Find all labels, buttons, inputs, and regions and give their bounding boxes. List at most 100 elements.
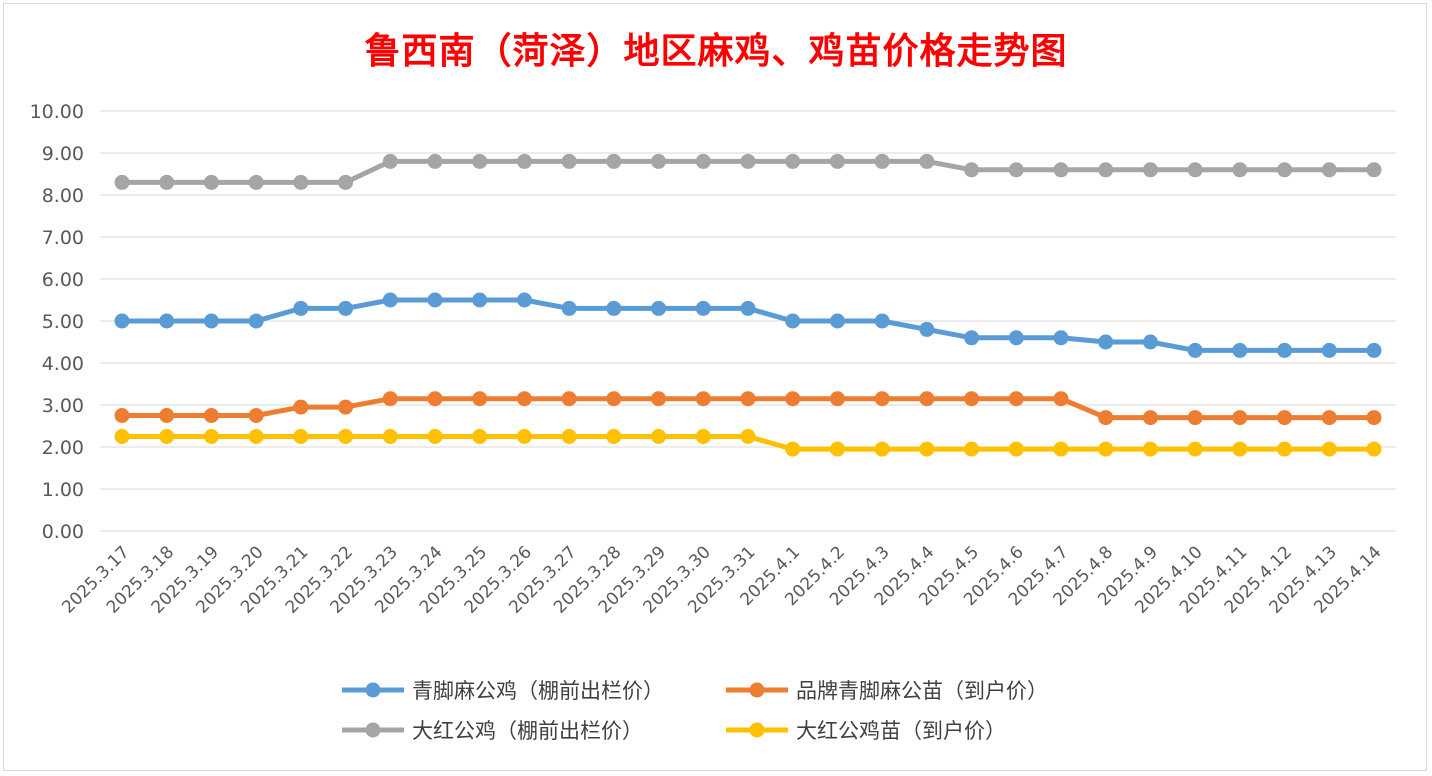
data-point — [829, 391, 845, 407]
data-point — [651, 429, 667, 444]
data-point — [1008, 162, 1024, 178]
data-point — [1187, 342, 1203, 358]
data-point — [1142, 334, 1158, 350]
data-point — [1142, 441, 1158, 457]
data-point — [472, 292, 488, 308]
data-point — [651, 391, 667, 407]
data-point — [159, 174, 175, 190]
data-point — [1366, 410, 1382, 426]
gridlines — [100, 110, 1396, 532]
data-point — [695, 429, 711, 444]
data-point — [1098, 410, 1114, 426]
data-point — [382, 292, 398, 308]
data-point — [1008, 441, 1024, 457]
data-point — [1321, 410, 1337, 426]
data-point — [114, 429, 130, 444]
data-point — [606, 300, 622, 316]
data-point — [338, 429, 354, 444]
legend-swatch-marker — [365, 722, 381, 738]
data-point — [919, 153, 935, 169]
data-point — [561, 391, 577, 407]
data-point — [159, 429, 175, 444]
data-point — [1321, 342, 1337, 358]
data-point — [829, 441, 845, 457]
series-4 — [114, 429, 1382, 457]
data-point — [203, 429, 219, 444]
data-point — [1187, 410, 1203, 426]
plot-area — [114, 153, 1382, 457]
data-point — [1098, 334, 1114, 350]
data-point — [472, 391, 488, 407]
data-point — [427, 153, 443, 169]
data-point — [1008, 330, 1024, 346]
data-point — [785, 441, 801, 457]
data-point — [248, 174, 264, 190]
y-tick-label: 7.00 — [42, 227, 84, 249]
y-tick-label: 6.00 — [42, 269, 84, 291]
data-point — [293, 399, 309, 415]
data-point — [114, 174, 130, 190]
data-point — [785, 391, 801, 407]
data-point — [1232, 342, 1248, 358]
data-point — [516, 292, 532, 308]
data-point — [919, 441, 935, 457]
data-point — [338, 174, 354, 190]
data-point — [1321, 162, 1337, 178]
data-point — [293, 300, 309, 316]
data-point — [785, 153, 801, 169]
data-point — [1098, 441, 1114, 457]
data-point — [1187, 441, 1203, 457]
data-point — [516, 153, 532, 169]
data-point — [919, 321, 935, 337]
data-point — [1098, 162, 1114, 178]
y-tick-label: 10.00 — [30, 101, 84, 123]
data-point — [159, 408, 175, 423]
data-point — [1142, 162, 1158, 178]
data-point — [829, 313, 845, 329]
data-point — [427, 429, 443, 444]
y-tick-label: 4.00 — [42, 353, 84, 375]
y-tick-label: 8.00 — [42, 185, 84, 207]
data-point — [964, 330, 980, 346]
data-point — [606, 429, 622, 444]
data-point — [695, 300, 711, 316]
legend-swatch-marker — [365, 682, 381, 698]
data-point — [382, 391, 398, 407]
y-axis: 0.00 1.00 2.00 3.00 4.00 5.00 6.00 7.00 8.00 9.00… — [30, 101, 84, 543]
data-point — [1277, 441, 1293, 457]
data-point — [874, 441, 890, 457]
series-1 — [114, 292, 1382, 358]
data-point — [248, 408, 264, 423]
chart-title: 鲁西南（菏泽）地区麻鸡、鸡苗价格走势图 — [364, 30, 1068, 72]
data-point — [1232, 441, 1248, 457]
series-2 — [114, 391, 1382, 426]
data-point — [651, 153, 667, 169]
y-tick-label: 0.00 — [42, 521, 84, 543]
data-point — [1277, 162, 1293, 178]
data-point — [874, 391, 890, 407]
legend-swatch-marker — [749, 722, 765, 738]
legend-item: 大红公鸡苗（到户价） — [726, 719, 1006, 743]
data-point — [1232, 410, 1248, 426]
data-point — [561, 429, 577, 444]
y-tick-label: 5.00 — [42, 311, 84, 333]
data-point — [606, 391, 622, 407]
data-point — [1053, 391, 1069, 407]
data-point — [1187, 162, 1203, 178]
legend-label: 品牌青脚麻公苗（到户价） — [796, 679, 1048, 703]
data-point — [1366, 162, 1382, 178]
data-point — [472, 153, 488, 169]
data-point — [248, 429, 264, 444]
data-point — [293, 174, 309, 190]
data-point — [785, 313, 801, 329]
y-tick-label: 9.00 — [42, 143, 84, 165]
y-tick-label: 3.00 — [42, 395, 84, 417]
data-point — [338, 399, 354, 415]
data-point — [740, 153, 756, 169]
data-point — [695, 391, 711, 407]
data-point — [472, 429, 488, 444]
data-point — [606, 153, 622, 169]
data-point — [740, 391, 756, 407]
data-point — [1321, 441, 1337, 457]
data-point — [740, 429, 756, 444]
